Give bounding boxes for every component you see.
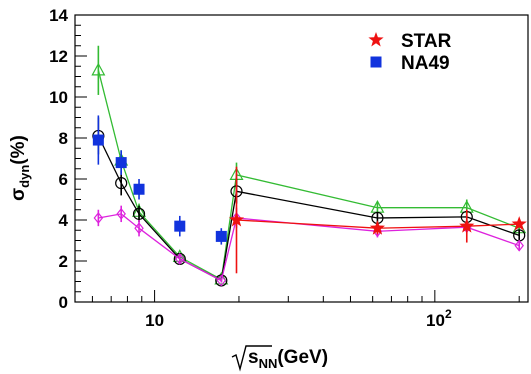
series-layer bbox=[91, 45, 527, 287]
data-point-triangle bbox=[91, 62, 106, 76]
x-tick-label: 10 bbox=[145, 311, 164, 330]
y-tick-label: 10 bbox=[49, 88, 68, 107]
x-tick-exponent: 2 bbox=[445, 307, 452, 321]
legend-marker-square bbox=[370, 56, 382, 68]
legend-label-na49: NA49 bbox=[401, 53, 450, 74]
y-tick-label: 2 bbox=[59, 252, 68, 271]
data-point-diamond bbox=[216, 274, 227, 287]
x-tick-label: 102 bbox=[426, 307, 452, 330]
svg-text:sNN(GeV): sNN(GeV) bbox=[248, 347, 328, 371]
legend-marker-star bbox=[368, 32, 384, 47]
series-line bbox=[97, 70, 520, 281]
x-axis-radicand: s bbox=[248, 347, 259, 368]
x-axis-unit: (GeV) bbox=[277, 347, 328, 368]
svg-text:σdyn(%): σdyn(%) bbox=[8, 135, 32, 201]
series-line bbox=[236, 219, 520, 229]
data-point-star bbox=[369, 220, 385, 235]
data-point-square bbox=[92, 134, 104, 146]
y-axis-symbol: σ bbox=[8, 188, 29, 201]
data-point-star bbox=[228, 212, 245, 227]
y-axis-subscript: dyn bbox=[17, 165, 32, 188]
legend: STAR NA49 bbox=[368, 31, 452, 74]
y-tick-label: 14 bbox=[49, 6, 68, 25]
series-open-triangle bbox=[91, 45, 527, 285]
y-axis-unit: (%) bbox=[8, 135, 29, 165]
sqrt-sign bbox=[231, 345, 272, 372]
y-tick-label: 12 bbox=[49, 47, 68, 66]
data-point-diamond bbox=[175, 252, 185, 265]
data-point-circle bbox=[132, 207, 146, 220]
y-tick-label: 8 bbox=[59, 129, 68, 148]
x-axis-title: sNN(GeV) bbox=[231, 345, 328, 372]
series-open-circle bbox=[92, 117, 526, 287]
data-point-square bbox=[174, 220, 186, 232]
series-square bbox=[92, 115, 227, 245]
data-point-diamond bbox=[93, 211, 104, 224]
y-tick-label: 6 bbox=[59, 170, 68, 189]
plot-area bbox=[74, 14, 529, 303]
x-tick-base: 10 bbox=[426, 311, 445, 330]
series-star bbox=[228, 166, 527, 274]
data-point-star bbox=[459, 218, 475, 233]
y-tick-label: 0 bbox=[59, 293, 68, 312]
x-tick-base: 10 bbox=[145, 311, 164, 330]
legend-label-star: STAR bbox=[401, 31, 452, 52]
data-point-square bbox=[215, 230, 227, 242]
data-point-diamond bbox=[134, 222, 144, 235]
x-axis-subscript: NN bbox=[259, 356, 278, 371]
data-point-circle bbox=[115, 177, 128, 190]
y-axis-title: σdyn(%) bbox=[8, 135, 32, 201]
data-point-diamond bbox=[116, 207, 126, 220]
data-point-square bbox=[133, 183, 145, 195]
data-point-star bbox=[511, 216, 527, 231]
data-point-diamond bbox=[514, 239, 524, 252]
data-point-square bbox=[115, 157, 127, 169]
plot-frame bbox=[74, 14, 529, 303]
y-tick-label: 4 bbox=[59, 211, 69, 230]
